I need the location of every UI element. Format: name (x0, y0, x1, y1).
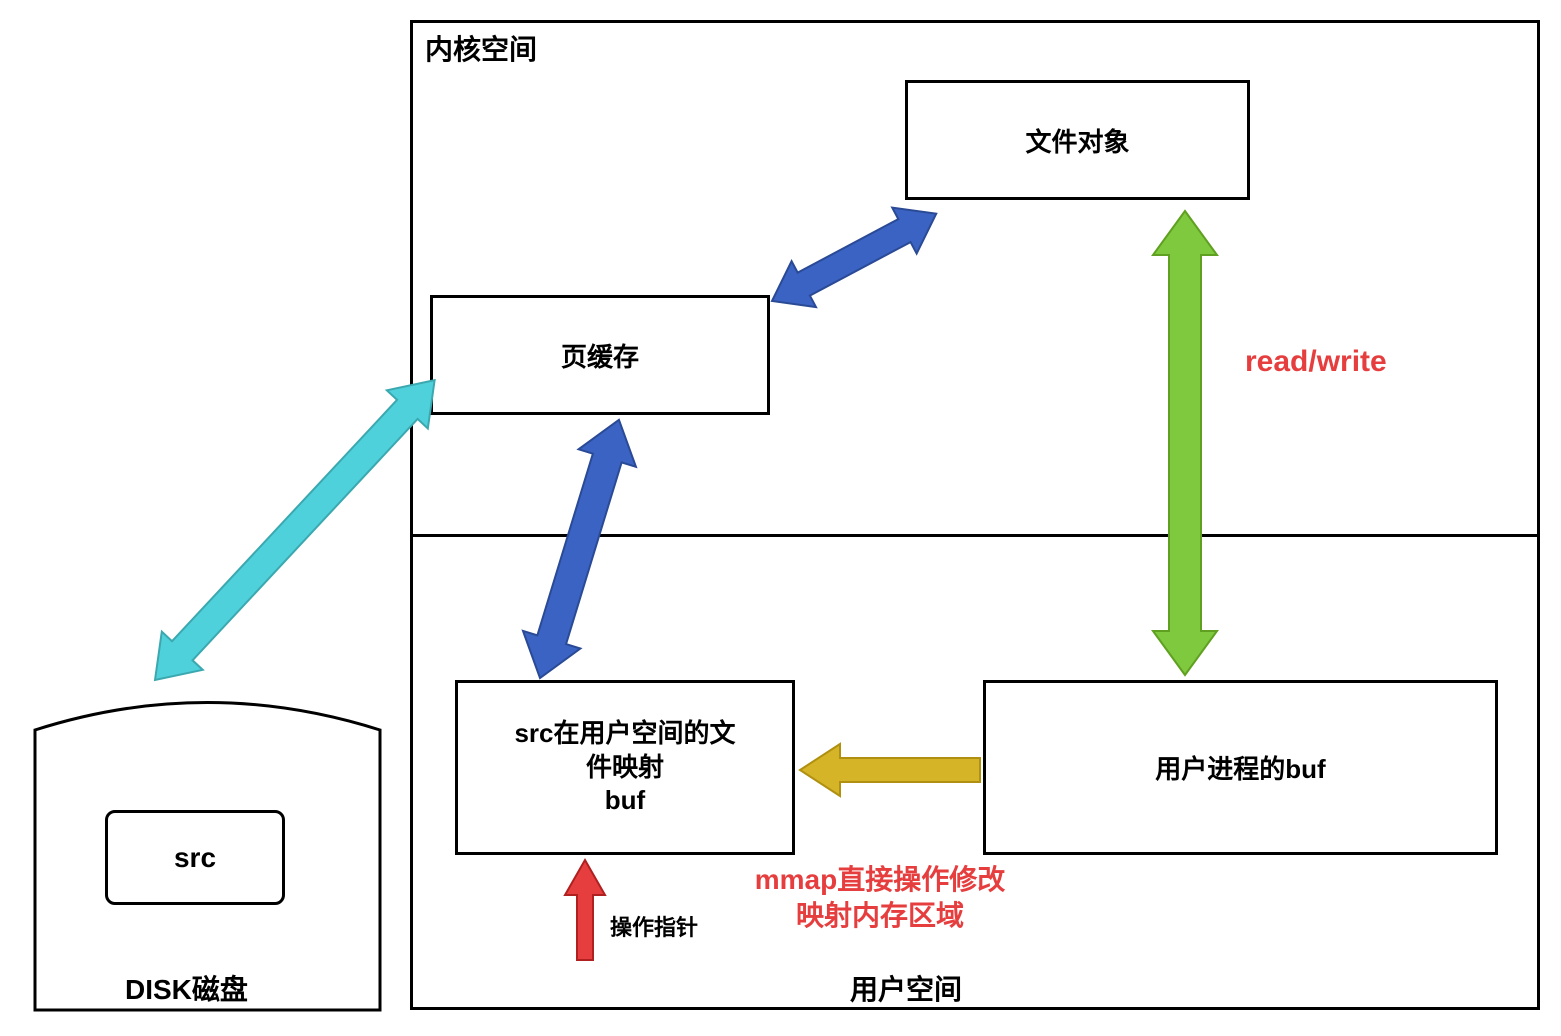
file-object-label: 文件对象 (1025, 122, 1129, 159)
pointer-op-annotation: 操作指针 (610, 910, 698, 942)
read-write-annotation: read/write (1245, 345, 1387, 379)
src-map-node: src在用户空间的文 件映射 buf (455, 680, 795, 855)
page-cache-node: 页缓存 (430, 295, 770, 415)
file-object-node: 文件对象 (905, 80, 1250, 200)
mmap-line2: 映射内存区域 (740, 898, 1020, 934)
src-map-label-3: buf (605, 784, 645, 818)
disk-title: DISK磁盘 (125, 968, 248, 1008)
page-cache-label: 页缓存 (561, 337, 639, 374)
kernel-space-title: 内核空间 (425, 28, 537, 68)
src-node: src (105, 810, 285, 905)
src-map-label-1: src在用户空间的文 (514, 717, 735, 751)
user-space-title: 用户空间 (850, 968, 962, 1008)
diagram-canvas: 内核空间 用户空间 文件对象 页缓存 src在用户空间的文 件映射 buf 用户… (0, 0, 1561, 1036)
user-buf-node: 用户进程的buf (983, 680, 1498, 855)
user-buf-label: 用户进程的buf (1155, 749, 1325, 786)
src-label: src (174, 842, 216, 874)
space-divider (410, 534, 1540, 537)
arrow-disk-pagecache (135, 361, 456, 699)
src-map-label-2: 件映射 (586, 751, 664, 785)
mmap-line1: mmap直接操作修改 (740, 862, 1020, 898)
mmap-annotation: mmap直接操作修改 映射内存区域 (740, 862, 1020, 935)
